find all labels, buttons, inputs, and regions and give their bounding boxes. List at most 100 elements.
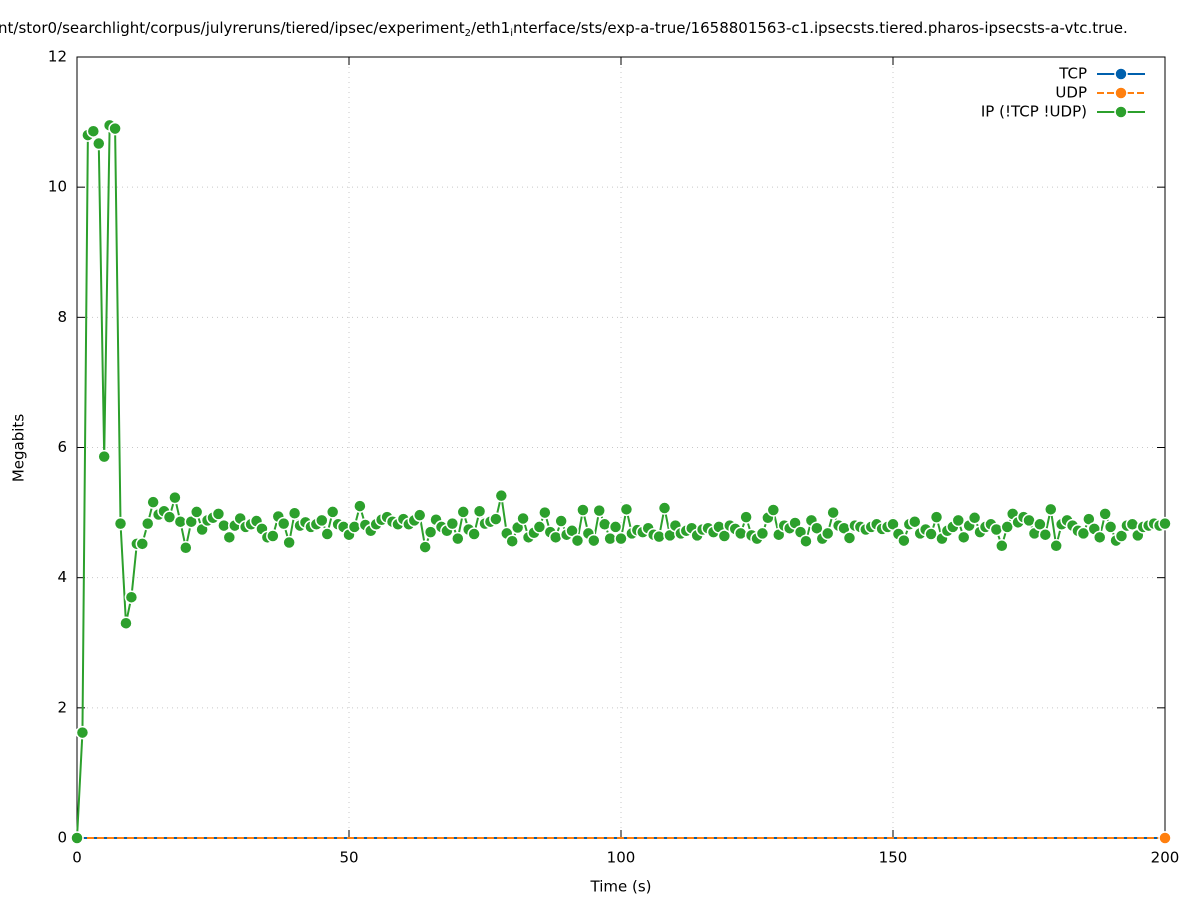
data-point: [467, 527, 481, 541]
data-point: [418, 540, 432, 554]
data-point: [505, 534, 519, 548]
x-tick-label: 100: [607, 849, 636, 867]
x-tick-label: 50: [339, 849, 358, 867]
data-point: [1114, 529, 1129, 543]
title-subscript: i: [510, 28, 513, 39]
data-point: [266, 529, 280, 543]
data-point: [135, 537, 150, 551]
data-point: [276, 516, 291, 531]
data-point: [320, 527, 334, 541]
title-segment: /eth1: [471, 19, 510, 37]
data-point: [554, 514, 568, 528]
data-point: [451, 531, 465, 546]
data-point: [86, 124, 101, 138]
data-point: [1044, 502, 1058, 517]
data-point: [1125, 517, 1140, 532]
data-point: [1103, 520, 1118, 534]
data-point: [489, 512, 503, 526]
data-point: [989, 522, 1004, 537]
data-point: [168, 490, 182, 505]
data-point: [614, 531, 628, 546]
y-tick-label: 4: [57, 568, 67, 586]
data-point: [995, 539, 1009, 553]
y-axis-label: Megabits: [10, 414, 28, 482]
data-point: [119, 616, 133, 630]
data-point: [897, 533, 911, 548]
data-point: [113, 516, 128, 531]
x-tick-label: 200: [1151, 849, 1180, 867]
data-point: [325, 505, 340, 519]
data-point: [548, 530, 563, 545]
data-point: [146, 495, 160, 509]
data-point: [766, 503, 781, 517]
legend-label: UDP: [1055, 84, 1087, 102]
data-point: [908, 514, 922, 529]
y-tick-label: 6: [57, 438, 67, 456]
data-point: [315, 513, 329, 528]
data-point: [538, 505, 552, 520]
x-axis-label: Time (s): [590, 878, 652, 896]
data-point: [124, 590, 139, 604]
y-tick-label: 0: [57, 829, 67, 847]
data-point: [189, 505, 204, 519]
data-point: [282, 535, 296, 550]
y-tick-label: 2: [57, 698, 67, 716]
data-point: [657, 501, 672, 515]
data-point: [423, 525, 438, 539]
data-point: [576, 503, 590, 517]
data-point: [1098, 507, 1112, 521]
data-point: [1038, 527, 1053, 542]
data-point: [956, 530, 971, 545]
data-point: [799, 534, 813, 548]
title-segment: nt/stor0/searchlight/corpus/julyreruns/t…: [0, 19, 465, 37]
x-tick-label: 0: [72, 849, 82, 867]
data-point: [287, 506, 302, 520]
data-point: [353, 499, 367, 513]
legend-label: TCP: [1058, 65, 1087, 83]
data-point: [597, 517, 612, 532]
data-point: [755, 526, 770, 541]
data-point: [929, 510, 944, 524]
data-point: [1049, 539, 1063, 553]
data-point: [810, 521, 824, 535]
data-point: [532, 520, 547, 534]
data-point: [1092, 530, 1107, 545]
data-point: [211, 507, 226, 521]
data-point: [733, 526, 748, 541]
data-point: [108, 121, 122, 136]
data-point: [592, 503, 606, 518]
data-point: [92, 136, 106, 151]
data-point: [842, 531, 857, 545]
data-point: [1033, 517, 1047, 532]
data-point: [472, 504, 487, 519]
data-point: [222, 530, 237, 545]
data-point: [1158, 831, 1172, 845]
chart-title: nt/stor0/searchlight/corpus/julyreruns/t…: [0, 19, 1128, 40]
data-point: [347, 520, 362, 534]
data-point: [652, 529, 666, 544]
data-point: [70, 831, 84, 845]
y-tick-label: 8: [57, 308, 67, 326]
legend-marker: [1114, 86, 1128, 100]
title-segment: nterface/sts/exp-a-true/1658801563-c1.ip…: [513, 19, 1128, 37]
y-tick-label: 10: [48, 178, 67, 196]
data-point: [717, 529, 732, 543]
data-point: [412, 508, 427, 522]
data-point: [570, 533, 585, 548]
data-point: [619, 502, 634, 517]
data-point: [826, 505, 840, 520]
data-point: [140, 516, 155, 531]
data-point: [951, 513, 966, 528]
data-point: [494, 488, 509, 503]
data-point: [820, 526, 835, 541]
data-point: [97, 449, 111, 464]
data-point: [75, 725, 90, 740]
data-point: [1158, 516, 1172, 531]
data-point: [456, 505, 470, 519]
data-point: [587, 533, 601, 548]
data-point: [608, 520, 623, 534]
legend-marker: [1114, 67, 1128, 81]
legend-marker: [1114, 105, 1128, 119]
legend-label: IP (!TCP !UDP): [981, 103, 1087, 121]
